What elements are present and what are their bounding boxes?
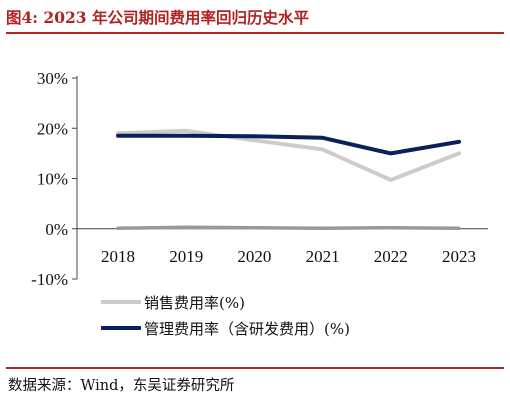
x-tick-label: 2019 bbox=[169, 247, 203, 266]
y-tick-label: 10% bbox=[37, 170, 68, 189]
legend-label-1: 销售费用率(%) bbox=[144, 294, 245, 312]
y-tick-label: -10% bbox=[31, 270, 68, 289]
series-line-1 bbox=[116, 128, 461, 182]
x-tick-label: 2020 bbox=[237, 247, 271, 266]
title-divider bbox=[6, 32, 504, 34]
y-tick-label: 20% bbox=[37, 119, 68, 138]
figure-title: 图4: 2023 年公司期间费用率回归历史水平 bbox=[6, 8, 309, 27]
series-line-2 bbox=[116, 133, 461, 156]
source-note: 数据来源：Wind，东吴证券研究所 bbox=[8, 378, 235, 394]
source-divider bbox=[6, 367, 504, 369]
y-tick-label: 30% bbox=[37, 69, 68, 88]
series-line-3 bbox=[116, 225, 461, 230]
x-tick-label: 2023 bbox=[442, 247, 476, 266]
x-tick-label: 2021 bbox=[306, 247, 340, 266]
legend-label-2: 管理费用率（含研发费用）(%) bbox=[144, 320, 350, 338]
x-tick-label: 2022 bbox=[374, 247, 408, 266]
y-tick-label: 0% bbox=[45, 220, 68, 239]
x-tick-label: 2018 bbox=[101, 247, 135, 266]
